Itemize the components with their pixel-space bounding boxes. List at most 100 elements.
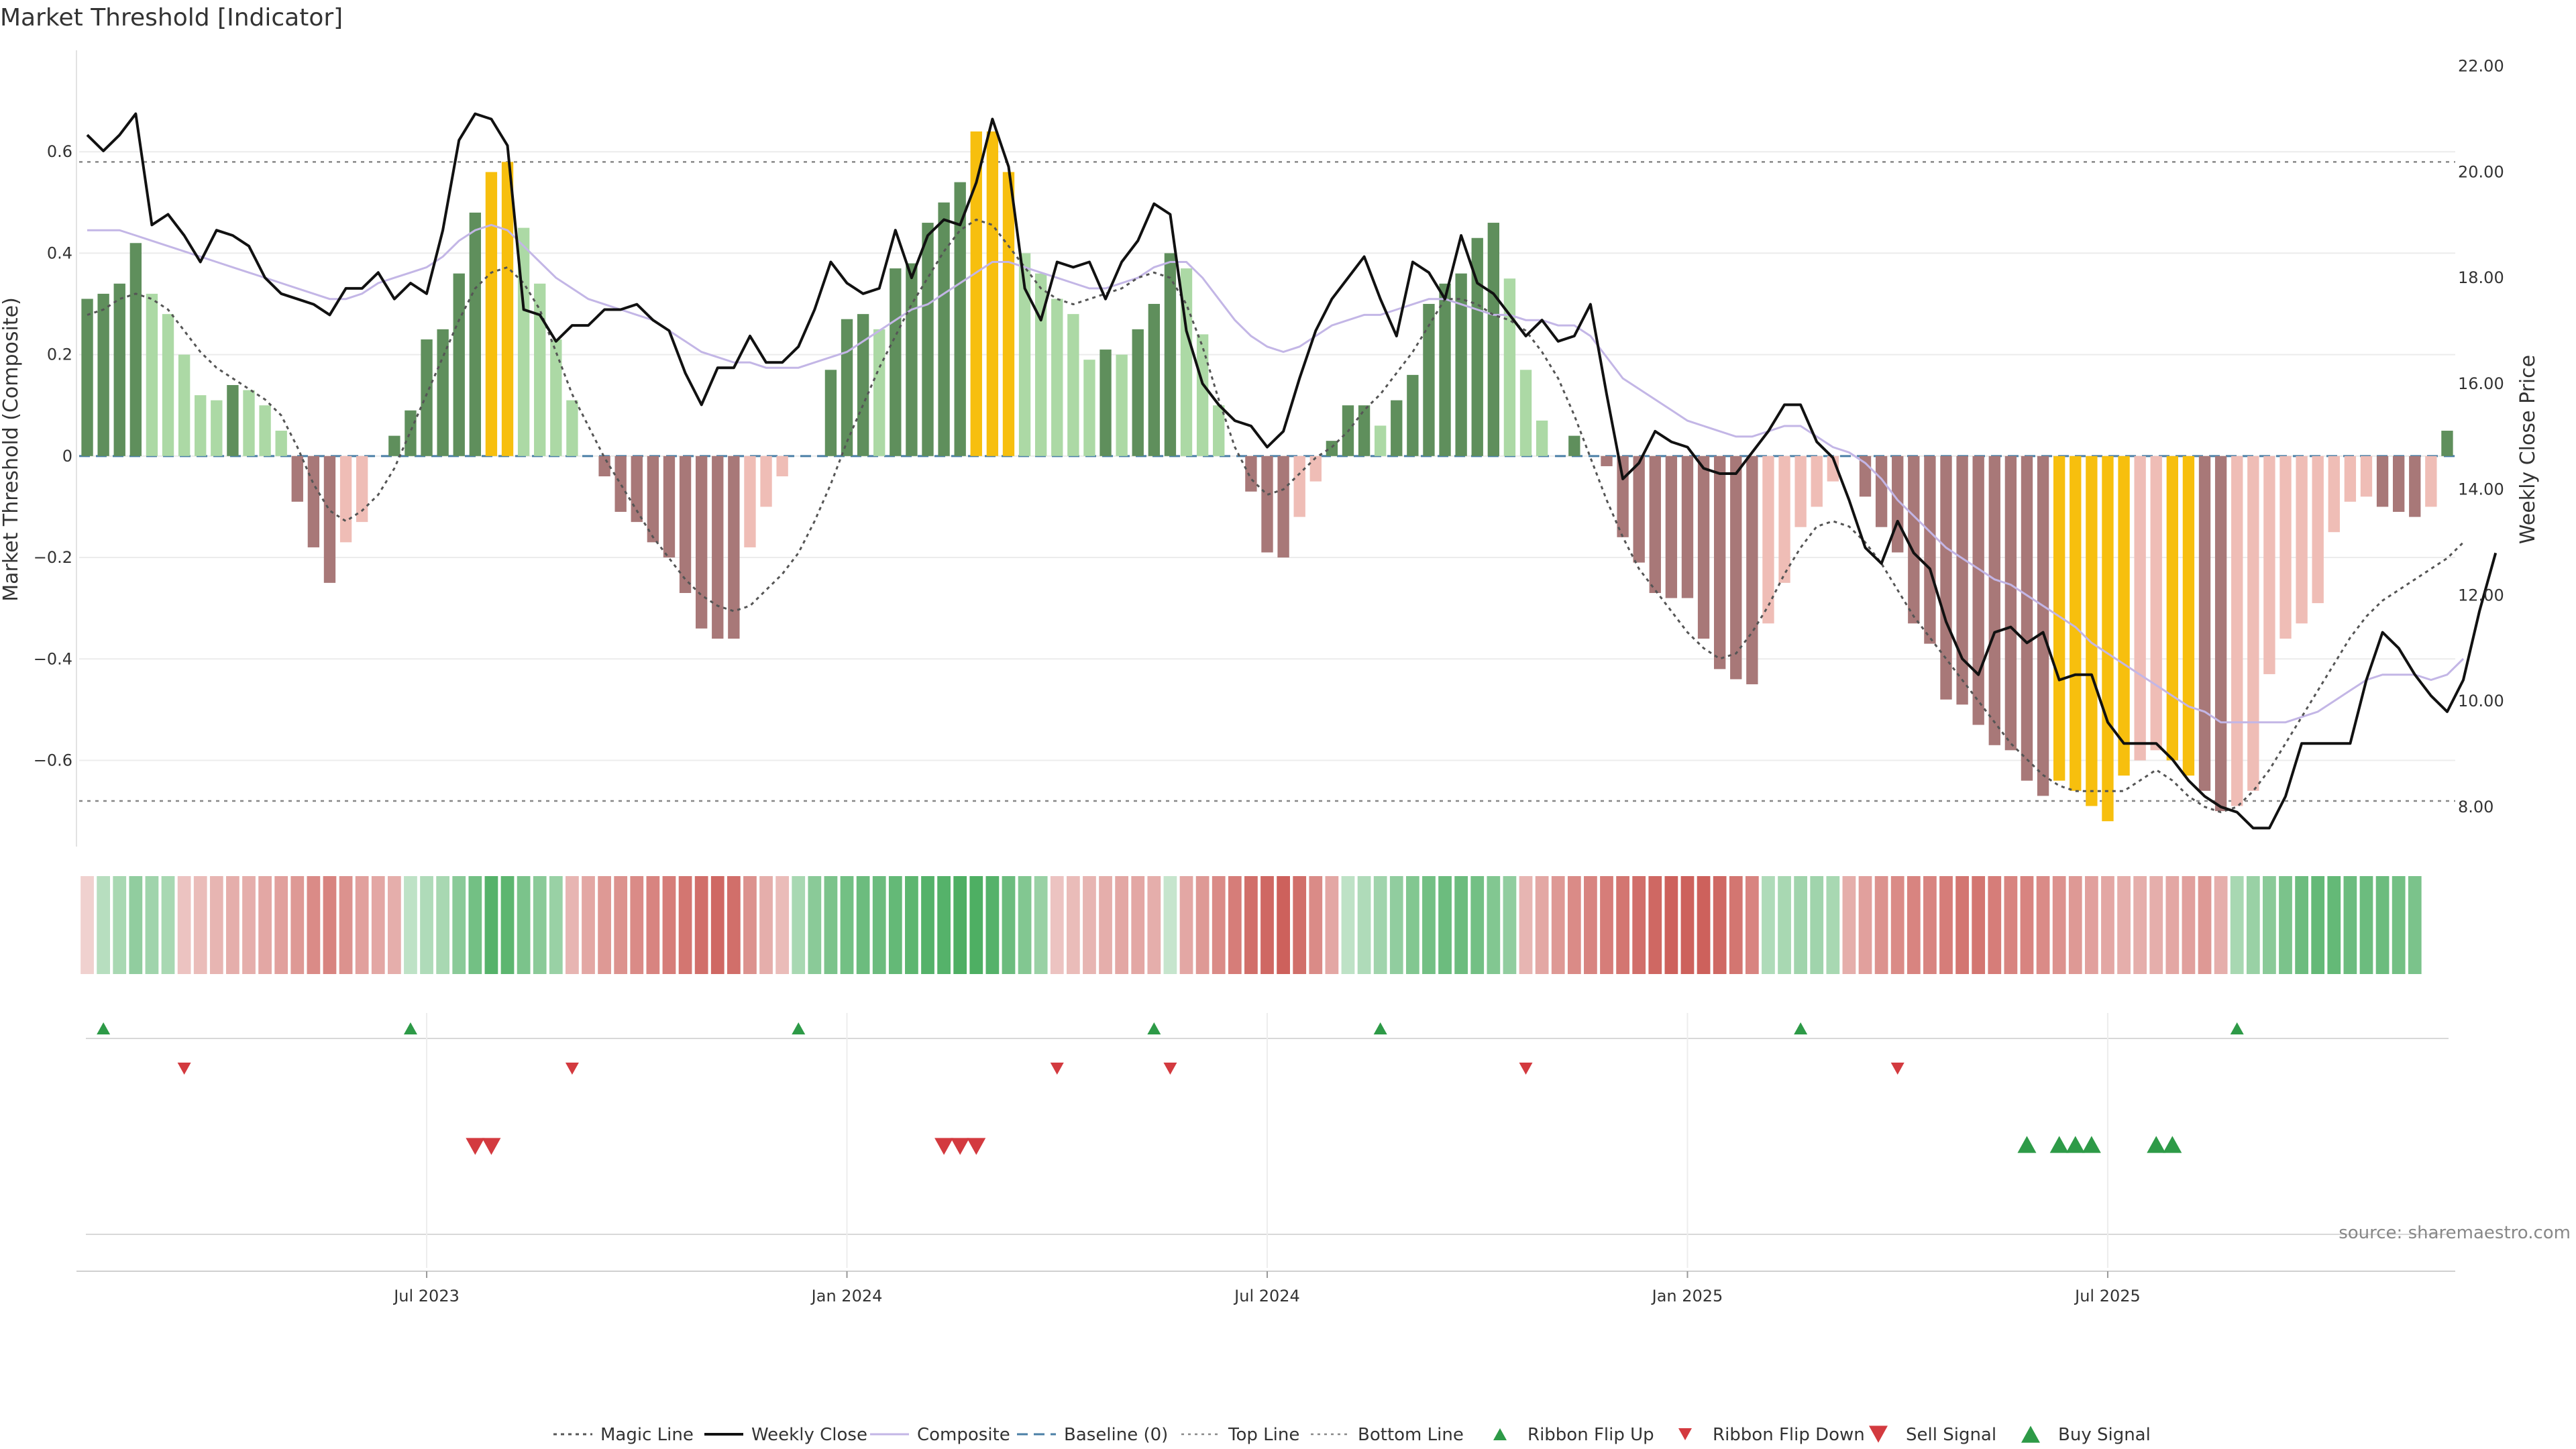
ribbon-cell <box>242 876 256 974</box>
composite-bar <box>728 455 740 639</box>
right-tick-label: 12.00 <box>2458 586 2504 604</box>
ribbon-cell <box>759 876 773 974</box>
ribbon-cell <box>1050 876 1064 974</box>
ribbon-cell <box>1438 876 1452 974</box>
ribbon-flip-up-marker <box>1373 1022 1387 1034</box>
composite-bar <box>1811 455 1823 507</box>
composite-bar <box>146 293 158 456</box>
composite-bar <box>1908 455 1920 624</box>
composite-bar <box>2376 455 2389 507</box>
ribbon-cell <box>1826 876 1840 974</box>
composite-bar <box>873 329 885 456</box>
composite-bar <box>1213 405 1225 456</box>
composite-bar <box>760 455 772 507</box>
ribbon-cell <box>290 876 305 974</box>
ribbon-cell <box>1293 876 1307 974</box>
composite-bar <box>1519 370 1532 456</box>
ribbon-cell <box>2375 876 2390 974</box>
ribbon-cell <box>662 876 676 974</box>
x-tick-label: Jan 2025 <box>1651 1287 1723 1305</box>
ribbon-cell <box>2392 876 2406 974</box>
composite-bar <box>453 273 465 456</box>
ribbon-cell <box>1858 876 1872 974</box>
legend-label: Buy Signal <box>2058 1425 2151 1445</box>
composite-bar <box>2360 455 2373 497</box>
composite-bar <box>647 455 659 543</box>
legend-label: Magic Line <box>600 1425 694 1445</box>
ribbon-cell <box>2279 876 2292 974</box>
composite-bar <box>1778 455 1790 583</box>
composite-bar <box>1326 441 1338 456</box>
composite-bar <box>1245 455 1257 492</box>
composite-bar <box>1633 455 1645 563</box>
ribbon-cell <box>792 876 806 974</box>
ribbon-cell <box>1680 876 1695 974</box>
composite-bar <box>1536 420 1548 456</box>
composite-bar <box>2231 455 2243 806</box>
legend-label: Ribbon Flip Up <box>1527 1425 1654 1445</box>
composite-bar <box>1601 455 1613 466</box>
ribbon-cell <box>1389 876 1403 974</box>
ribbon-cell <box>1907 876 1921 974</box>
ribbon-cell <box>1228 876 1242 974</box>
trend-ribbon <box>80 876 2422 974</box>
ribbon-cell <box>1325 876 1339 974</box>
magic-line-line <box>87 218 2465 814</box>
composite-bar <box>2441 431 2453 456</box>
ribbon-cell <box>921 876 934 974</box>
ribbon-flip-down-marker <box>1519 1063 1533 1075</box>
legend-label: Composite <box>917 1425 1010 1445</box>
composite-bar <box>162 314 174 456</box>
composite-bar <box>2037 455 2049 796</box>
left-tick-label: −0.6 <box>34 751 72 769</box>
x-tick-label: Jul 2023 <box>392 1287 460 1305</box>
buy-signal-marker <box>2163 1136 2182 1153</box>
composite-bar <box>2214 455 2227 812</box>
ribbon-cell <box>872 876 886 974</box>
right-tick-label: 22.00 <box>2458 57 2504 76</box>
composite-line <box>87 223 2465 724</box>
ribbon-cell <box>1567 876 1581 974</box>
composite-bar <box>1196 334 1209 456</box>
ribbon-cell <box>1874 876 1888 974</box>
composite-bar <box>1730 455 1742 680</box>
legend-swatch <box>1869 1426 1888 1443</box>
ribbon-cell <box>177 876 191 974</box>
x-tick-label: Jan 2024 <box>810 1287 883 1305</box>
ribbon-cell <box>436 876 450 974</box>
ribbon-flip-up-marker <box>1147 1022 1161 1034</box>
composite-bar <box>1956 455 1968 705</box>
composite-bar <box>857 314 869 456</box>
ribbon-cell <box>355 876 369 974</box>
composite-bar <box>243 390 255 456</box>
composite-bar <box>906 263 918 456</box>
composite-bar <box>1649 455 1661 593</box>
ribbon-cell <box>1066 876 1080 974</box>
composite-bar <box>1083 360 1095 456</box>
legend-label: Baseline (0) <box>1064 1425 1168 1445</box>
composite-bar <box>1988 455 2000 745</box>
ribbon-cell <box>1842 876 1856 974</box>
legend-label: Ribbon Flip Down <box>1713 1425 1865 1445</box>
legend-swatch <box>2021 1426 2040 1443</box>
composite-bar <box>550 339 562 456</box>
ribbon-cell <box>1762 876 1775 974</box>
grid <box>76 50 2455 847</box>
composite-bar <box>2409 455 2421 517</box>
ribbon-cell <box>274 876 288 974</box>
composite-bar <box>534 283 546 456</box>
ribbon-cell <box>2343 876 2357 974</box>
ribbon-cell <box>1357 876 1371 974</box>
ribbon-cell <box>209 876 223 974</box>
ribbon-cell <box>1454 876 1468 974</box>
left-tick-label: −0.4 <box>34 649 72 668</box>
ribbon-cell <box>226 876 239 974</box>
ribbon-cell <box>1584 876 1597 974</box>
ribbon-cell <box>113 876 127 974</box>
ribbon-cell <box>2133 876 2147 974</box>
ribbon-cell <box>1503 876 1517 974</box>
composite-bar <box>938 202 950 456</box>
composite-bar <box>339 455 352 543</box>
ribbon-cell <box>533 876 547 974</box>
ribbon-cell <box>1972 876 1986 974</box>
